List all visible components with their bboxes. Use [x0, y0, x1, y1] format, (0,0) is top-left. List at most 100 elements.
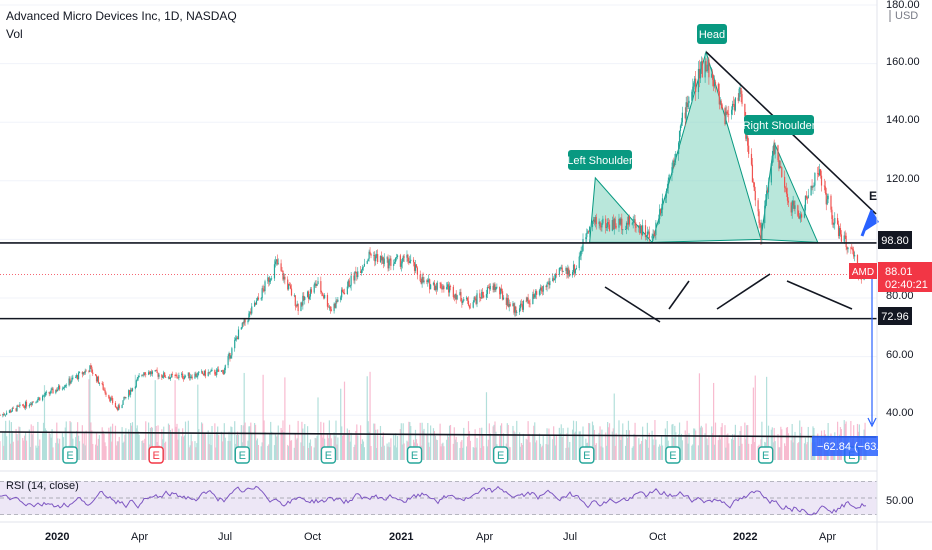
volume-bar: [65, 421, 67, 460]
rsi-label[interactable]: RSI (14, close): [6, 480, 79, 492]
candle-body: [388, 260, 390, 269]
candle-body: [448, 284, 450, 293]
volume-bar: [361, 439, 364, 460]
candle-body: [833, 223, 835, 225]
volume-bar: [744, 422, 746, 460]
candle-body: [129, 390, 131, 395]
volume-bar: [125, 428, 127, 460]
candle-body: [824, 186, 826, 193]
candle-body: [589, 227, 591, 232]
volume-bar: [717, 440, 719, 460]
volume-bar: [270, 421, 272, 460]
candle-body: [408, 261, 410, 264]
candle-body: [109, 397, 111, 401]
volume-bar: [116, 441, 118, 460]
volume-bar: [567, 427, 569, 460]
candle-body: [148, 372, 151, 375]
earnings-marker: E: [406, 446, 423, 464]
candle-body: [69, 378, 71, 384]
candle-body: [674, 159, 676, 162]
volume-bar: [476, 438, 478, 460]
chart-title[interactable]: Advanced Micro Devices Inc, 1D, NASDAQ: [6, 9, 237, 23]
volume-bar: [363, 447, 365, 460]
candle-body: [130, 389, 132, 395]
candle-body: [515, 306, 517, 313]
candle-body: [721, 104, 723, 109]
volume-bar: [30, 424, 32, 460]
candle-body: [290, 288, 293, 296]
candle-body: [761, 223, 763, 240]
candle-body: [837, 224, 840, 237]
candle-body: [558, 268, 560, 275]
volume-bar: [607, 427, 610, 460]
candle-body: [784, 187, 787, 189]
candle-body: [55, 389, 57, 394]
volume-bar: [388, 442, 390, 460]
candle-body: [559, 267, 561, 269]
candle-body: [161, 374, 163, 378]
volume-bar: [154, 380, 156, 460]
candle-body: [169, 377, 171, 380]
candle-body: [814, 172, 816, 186]
candle-body: [257, 297, 259, 300]
volume-bar: [469, 440, 471, 460]
volume-bar: [390, 438, 392, 460]
candle-body: [747, 136, 749, 146]
candle-body: [92, 372, 94, 375]
candle-body: [145, 373, 147, 375]
volume-bar: [85, 430, 87, 460]
candle-body: [137, 377, 139, 379]
volume-bar: [631, 447, 633, 460]
volume-bar: [296, 438, 298, 460]
candle-body: [167, 377, 170, 379]
candle-body: [6, 412, 8, 415]
candle-body: [184, 375, 187, 377]
candle-body: [765, 199, 767, 206]
candle-body: [304, 296, 306, 300]
event-marker-box: [234, 446, 250, 464]
candle-body: [407, 254, 409, 262]
volume-bar: [803, 443, 806, 460]
volume-bar: [16, 434, 18, 460]
candle-body: [612, 220, 614, 230]
volume-bar: [243, 372, 245, 460]
volume-bar: [718, 435, 720, 460]
candle-body: [350, 275, 352, 286]
candle-body: [707, 59, 709, 71]
candle-body: [472, 302, 474, 308]
candle-body: [12, 408, 14, 409]
volume-label[interactable]: Vol: [6, 27, 23, 41]
candle-body: [208, 372, 210, 374]
time-label: Jul: [218, 531, 232, 543]
volume-bar: [554, 435, 556, 460]
volume-bar: [204, 433, 206, 460]
volume-bar: [485, 392, 488, 460]
volume-bar: [123, 441, 125, 460]
candle-body: [479, 293, 481, 298]
candle-body: [121, 404, 123, 409]
volume-bar: [263, 420, 265, 460]
candle-body: [819, 169, 822, 176]
volume-bar: [91, 430, 93, 460]
head-tag: Head: [697, 24, 727, 44]
candle-body: [672, 160, 674, 168]
candle-body: [241, 322, 243, 328]
volume-bar: [455, 436, 457, 460]
candle-body: [3, 413, 5, 415]
volume-bar: [428, 442, 430, 460]
volume-bar: [45, 430, 47, 460]
volume-bar: [449, 424, 452, 460]
volume-bar: [264, 432, 266, 460]
candle-body: [766, 190, 769, 193]
candle-body: [547, 282, 549, 284]
candle-body: [840, 234, 842, 242]
candle-body: [620, 218, 622, 225]
candle-body: [495, 287, 497, 291]
candle-body: [801, 214, 803, 218]
candle-body: [23, 405, 25, 407]
volume-bar: [9, 443, 12, 460]
candle-body: [720, 101, 722, 105]
candle-body: [342, 289, 344, 292]
candle-body: [201, 371, 204, 374]
currency-label[interactable]: USD: [895, 10, 918, 22]
